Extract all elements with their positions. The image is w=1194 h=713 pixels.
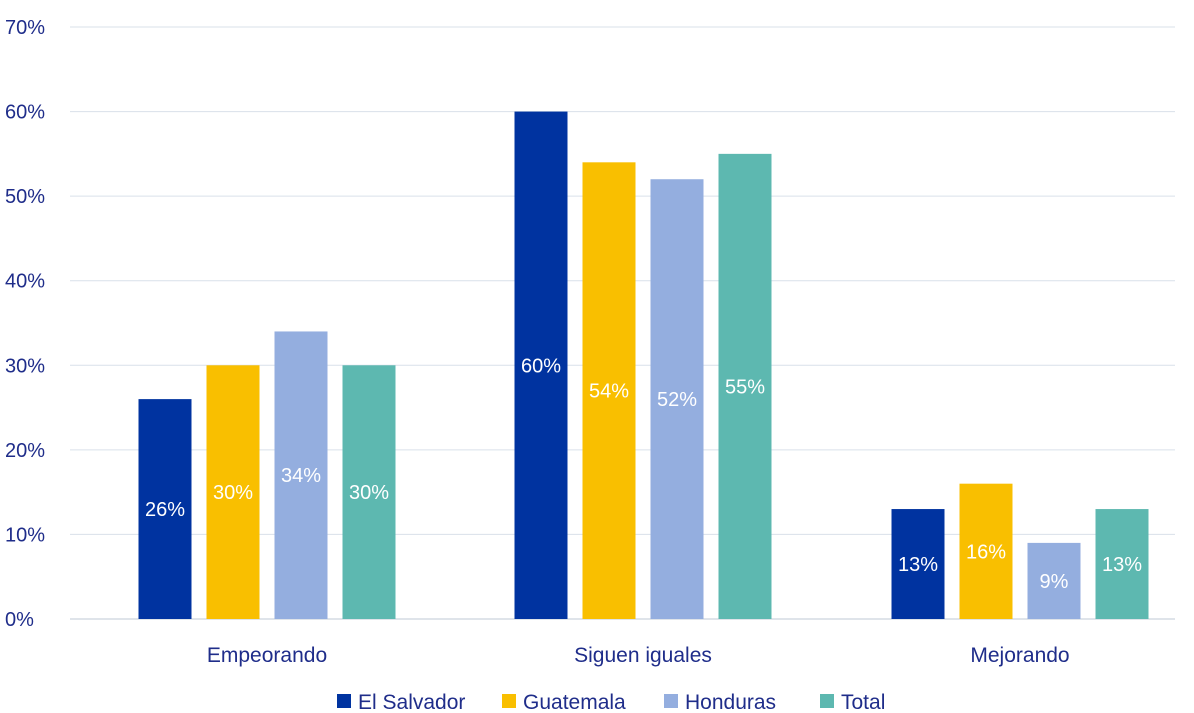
y-axis-ticks: 0% 10% 20% 30% 40% 50% 60% 70% [5, 17, 45, 631]
y-tick-label: 70% [5, 17, 45, 39]
category-label: Siguen iguales [574, 644, 712, 667]
data-labels: 26% 30% 34% 30% 60% 54% 52% 55% 13% 16% 9% 13% [145, 355, 1142, 593]
legend-label: El Salvador [358, 691, 465, 713]
legend-swatch [502, 694, 516, 708]
bar-guatemala [206, 365, 260, 619]
legend-label: Total [841, 691, 885, 713]
data-label: 30% [213, 482, 253, 504]
y-tick-label: 20% [5, 440, 45, 462]
bar-guatemala [959, 483, 1013, 619]
bar-honduras [650, 179, 704, 619]
bar-total [342, 365, 396, 619]
bars [138, 111, 1149, 620]
data-label: 13% [898, 554, 938, 576]
legend-swatch [820, 694, 834, 708]
y-tick-label: 40% [5, 271, 45, 293]
y-tick-label: 0% [5, 609, 34, 631]
bar-total [718, 153, 772, 619]
y-tick-label: 30% [5, 355, 45, 377]
bar-honduras [1027, 542, 1081, 619]
data-label: 60% [521, 355, 561, 377]
data-label: 52% [657, 389, 697, 411]
data-label: 16% [966, 541, 1006, 563]
bar-el-salvador [891, 509, 945, 619]
data-label: 9% [1040, 571, 1069, 593]
y-tick-label: 10% [5, 524, 45, 546]
legend: El Salvador Guatemala Honduras Total [337, 691, 885, 713]
data-label: 30% [349, 482, 389, 504]
legend-label: Honduras [685, 691, 776, 713]
bar-honduras [274, 331, 328, 619]
bar-el-salvador [138, 399, 192, 619]
category-label: Mejorando [970, 644, 1069, 667]
bar-el-salvador [514, 111, 568, 620]
data-label: 54% [589, 381, 629, 403]
legend-swatch [664, 694, 678, 708]
data-label: 55% [725, 376, 765, 398]
legend-label: Guatemala [523, 691, 626, 713]
category-label: Empeorando [207, 644, 327, 667]
y-tick-label: 50% [5, 186, 45, 208]
x-axis-categories: Empeorando Siguen iguales Mejorando [207, 644, 1070, 667]
bar-total [1095, 509, 1149, 619]
y-tick-label: 60% [5, 102, 45, 124]
data-label: 34% [281, 465, 321, 487]
bar-guatemala [582, 162, 636, 620]
data-label: 13% [1102, 554, 1142, 576]
data-label: 26% [145, 499, 185, 521]
legend-swatch [337, 694, 351, 708]
